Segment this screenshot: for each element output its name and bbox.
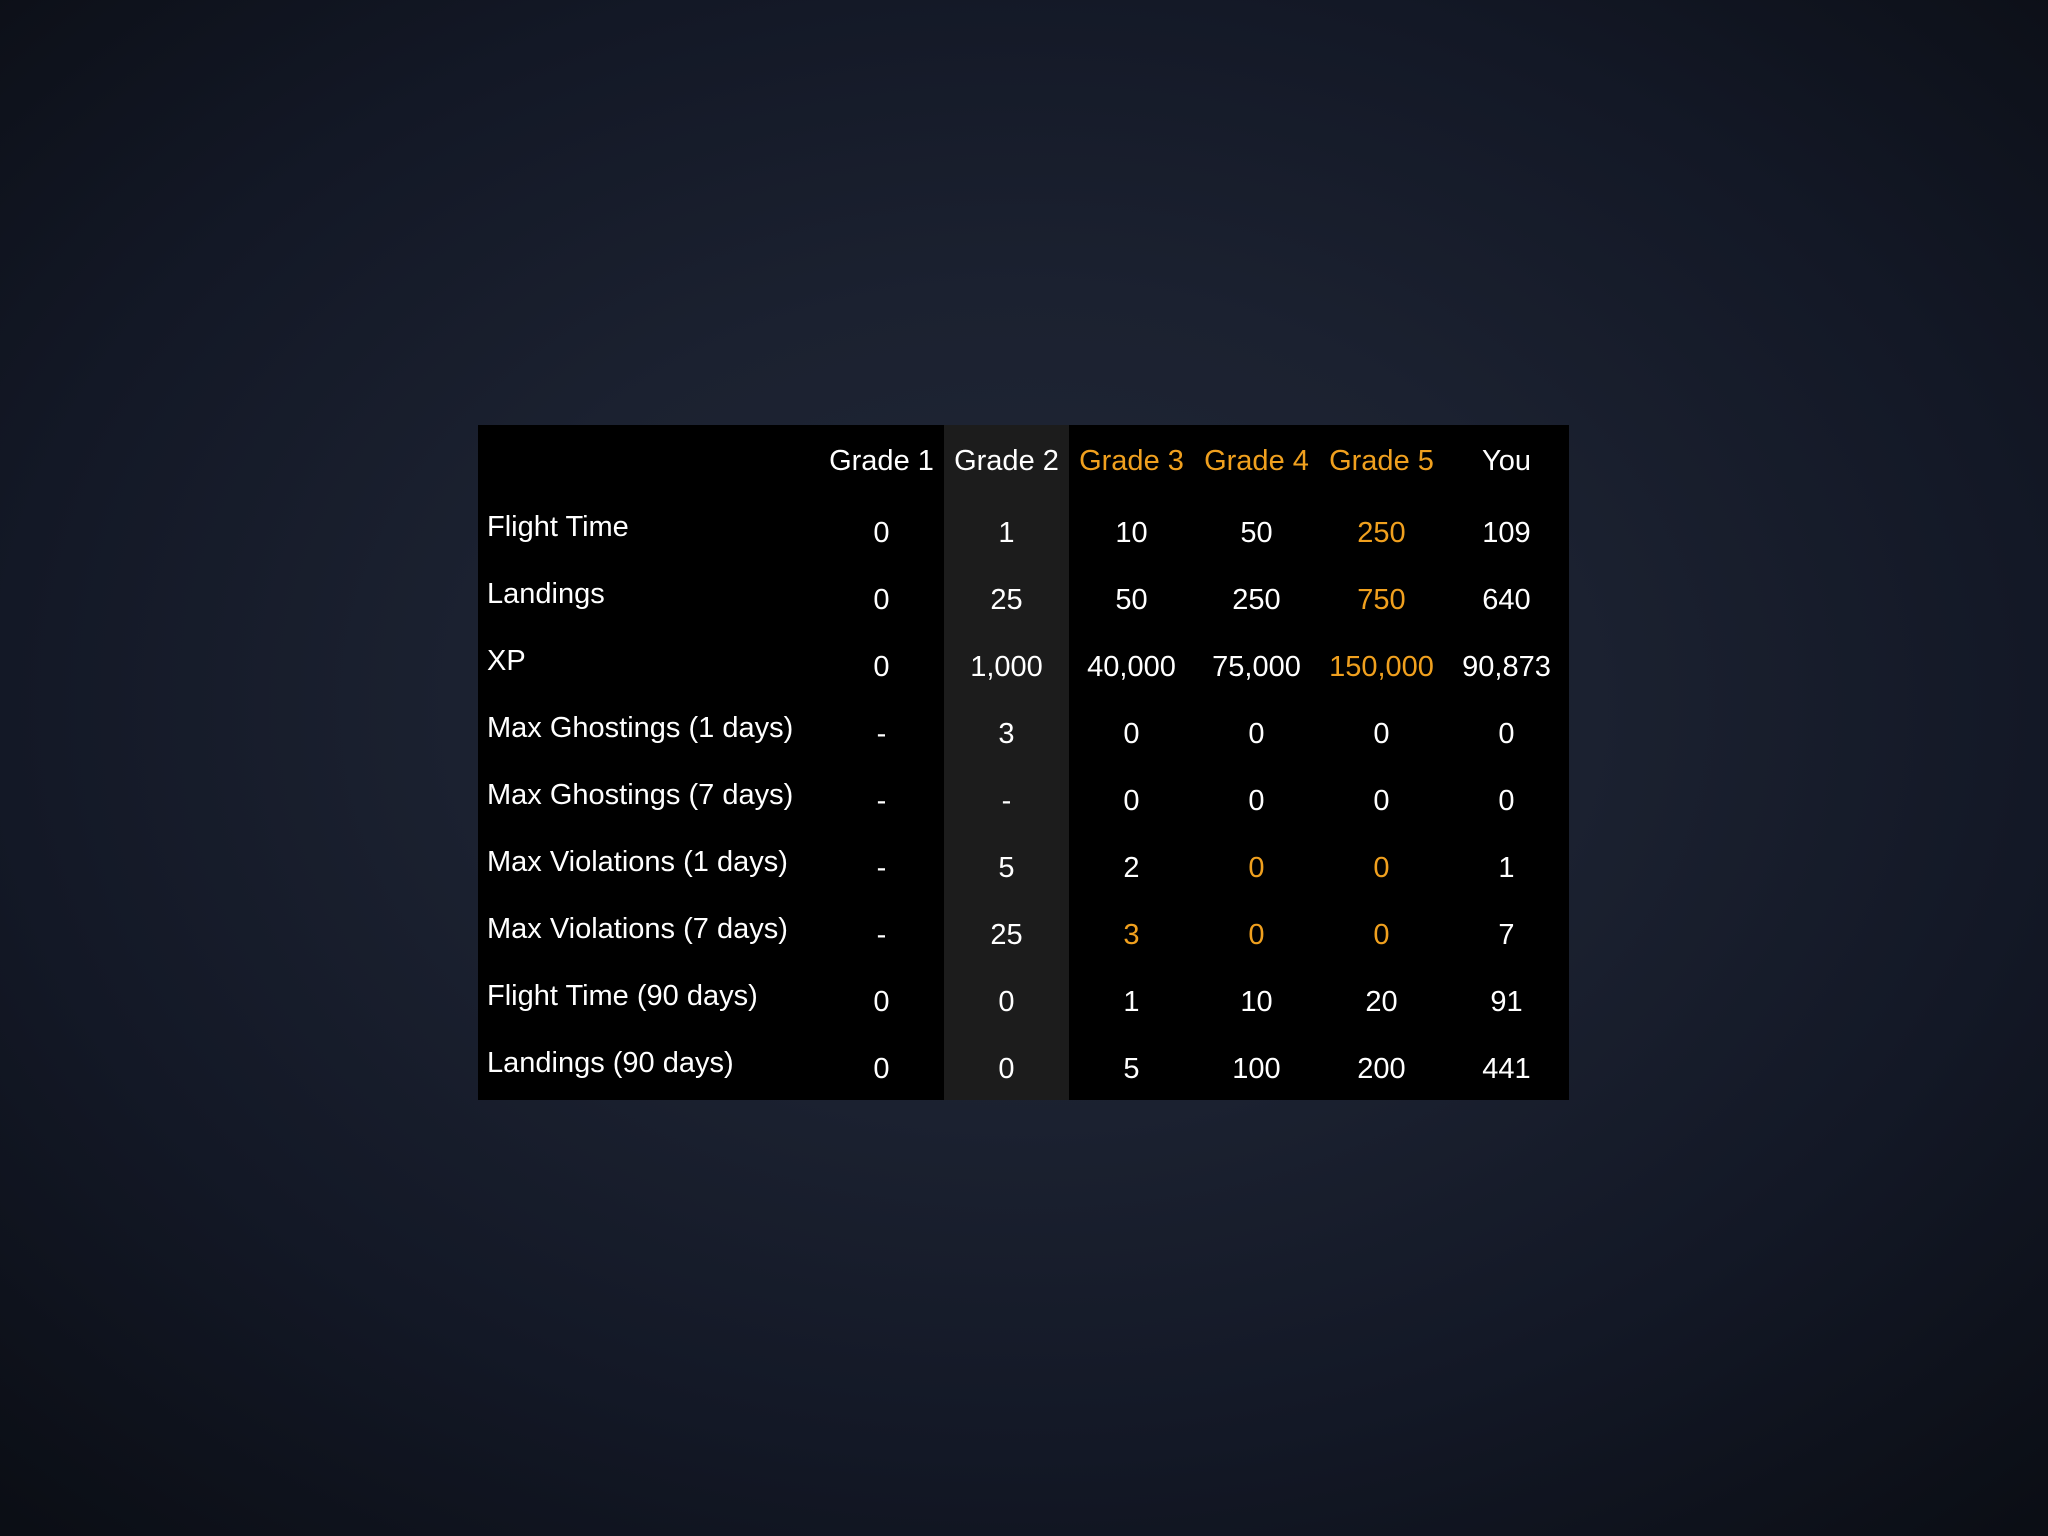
row-label-flight-time: Flight Time [487,511,629,543]
row-label-landings: Landings [487,578,605,610]
row-label-flight-time-90-days: Flight Time (90 days) [487,980,758,1012]
cell-landings-grade-3: 50 [1115,584,1148,616]
cell-flight-time-grade-3: 10 [1115,517,1148,549]
cell-flight-time-grade-4: 50 [1240,517,1273,549]
column-header-empty [478,425,819,497]
cell-max-ghostings-1-days-grade-1: - [876,718,887,750]
cell-max-violations-7-days-grade-3: 3 [1123,919,1140,951]
cell-max-ghostings-1-days-grade-5: 0 [1373,718,1390,750]
cell-flight-time-90-days-grade-4: 10 [1240,986,1273,1018]
cell-landings-90-days-grade-4: 100 [1232,1053,1281,1085]
column-header-you: You [1482,444,1531,477]
cell-landings-grade-1: 0 [873,584,890,616]
cell-max-violations-7-days-grade-4: 0 [1248,919,1265,951]
cell-flight-time-you: 109 [1482,517,1531,549]
row-label-max-violations-7-days: Max Violations (7 days) [487,913,788,945]
row-label-xp: XP [487,645,526,677]
cell-max-ghostings-7-days-grade-2: - [1001,785,1012,817]
cell-max-violations-7-days-you: 7 [1498,919,1515,951]
cell-max-ghostings-7-days-grade-4: 0 [1248,785,1265,817]
cell-max-ghostings-1-days-grade-3: 0 [1123,718,1140,750]
cell-xp-grade-5: 150,000 [1329,651,1434,683]
column-header-grade-4: Grade 4 [1204,444,1309,477]
row-label-max-violations-1-days: Max Violations (1 days) [487,846,788,878]
cell-flight-time-90-days-grade-5: 20 [1365,986,1398,1018]
cell-landings-90-days-grade-3: 5 [1123,1053,1140,1085]
cell-max-ghostings-1-days-you: 0 [1498,718,1515,750]
cell-max-ghostings-1-days-grade-4: 0 [1248,718,1265,750]
cell-max-ghostings-1-days-grade-2: 3 [998,718,1015,750]
cell-max-violations-1-days-grade-1: - [876,852,887,884]
column-header-grade-3: Grade 3 [1079,444,1184,477]
cell-xp-grade-4: 75,000 [1212,651,1301,683]
row-label-max-ghostings-7-days: Max Ghostings (7 days) [487,779,794,811]
row-label-landings-90-days: Landings (90 days) [487,1047,734,1079]
cell-max-violations-1-days-grade-2: 5 [998,852,1015,884]
cell-max-violations-7-days-grade-1: - [876,919,887,951]
column-header-grade-5: Grade 5 [1329,444,1434,477]
row-label-max-ghostings-1-days: Max Ghostings (1 days) [487,712,794,744]
cell-flight-time-90-days-you: 91 [1490,986,1523,1018]
cell-max-ghostings-7-days-grade-3: 0 [1123,785,1140,817]
cell-xp-grade-1: 0 [873,651,890,683]
cell-landings-you: 640 [1482,584,1531,616]
cell-max-violations-1-days-grade-4: 0 [1248,852,1265,884]
cell-flight-time-grade-2: 1 [998,517,1015,549]
cell-flight-time-grade-5: 250 [1357,517,1406,549]
current-grade-column-highlight [944,425,1069,1100]
cell-max-violations-1-days-you: 1 [1498,852,1515,884]
cell-max-violations-7-days-grade-5: 0 [1373,919,1390,951]
cell-flight-time-90-days-grade-2: 0 [998,986,1015,1018]
cell-landings-grade-5: 750 [1357,584,1406,616]
cell-landings-90-days-grade-2: 0 [998,1053,1015,1085]
cell-max-violations-7-days-grade-2: 25 [990,919,1023,951]
cell-max-violations-1-days-grade-5: 0 [1373,852,1390,884]
cell-xp-you: 90,873 [1462,651,1551,683]
column-header-grade-2: Grade 2 [954,444,1059,477]
cell-xp-grade-3: 40,000 [1087,651,1176,683]
cell-xp-grade-2: 1,000 [970,651,1043,683]
cell-flight-time-90-days-grade-1: 0 [873,986,890,1018]
cell-max-violations-1-days-grade-3: 2 [1123,852,1140,884]
grade-requirements-table: Grade 1 Grade 2 Grade 3 Grade 4 Grade 5 You Fl… [478,425,1569,1100]
cell-max-ghostings-7-days-grade-1: - [876,785,887,817]
cell-flight-time-90-days-grade-3: 1 [1123,986,1140,1018]
cell-landings-grade-2: 25 [990,584,1023,616]
column-header-grade-1: Grade 1 [829,444,934,477]
cell-max-ghostings-7-days-grade-5: 0 [1373,785,1390,817]
cell-landings-90-days-you: 441 [1482,1053,1531,1085]
grade-table-grid: Grade 1 Grade 2 Grade 3 Grade 4 Grade 5 You Fl… [478,425,1569,1100]
cell-max-ghostings-7-days-you: 0 [1498,785,1515,817]
cell-flight-time-grade-1: 0 [873,517,890,549]
cell-landings-grade-4: 250 [1232,584,1281,616]
cell-landings-90-days-grade-5: 200 [1357,1053,1406,1085]
cell-landings-90-days-grade-1: 0 [873,1053,890,1085]
